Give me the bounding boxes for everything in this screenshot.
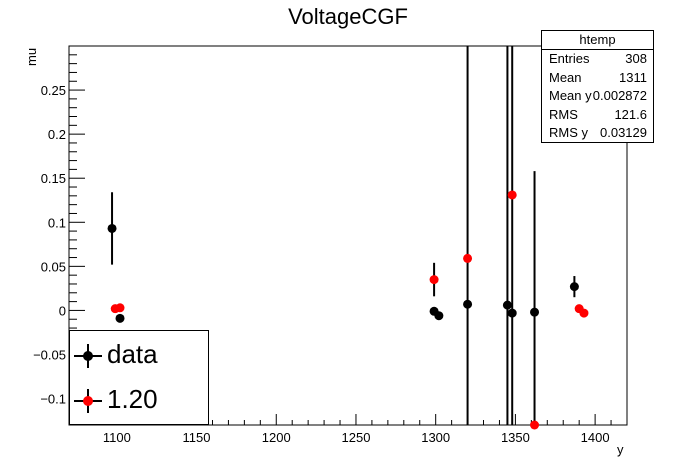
stats-value: 0.002872 bbox=[592, 88, 647, 104]
x-tick-label: 1100 bbox=[103, 430, 131, 445]
stats-value: 121.6 bbox=[614, 106, 647, 122]
data-point bbox=[463, 299, 473, 309]
stats-label: Mean bbox=[549, 69, 582, 85]
data-point bbox=[115, 313, 125, 323]
stats-label: RMS bbox=[549, 106, 578, 122]
y-tick-label: 0.05 bbox=[41, 259, 66, 274]
y-tick-label: 0 bbox=[59, 303, 66, 318]
fit-point bbox=[507, 190, 517, 200]
y-tick-label: −0.1 bbox=[40, 392, 66, 407]
legend: data 1.20 bbox=[69, 330, 209, 425]
data-point bbox=[507, 308, 517, 318]
legend-entry-1-20: 1.20 bbox=[70, 381, 210, 421]
stats-value: 308 bbox=[625, 51, 647, 66]
plot-frame bbox=[68, 45, 628, 426]
stats-value: 1311 bbox=[619, 69, 647, 85]
stats-label: Entries bbox=[549, 51, 590, 66]
x-tick-label: 1250 bbox=[342, 430, 371, 445]
y-tick-label: 0.2 bbox=[48, 127, 66, 142]
x-tick-label: 1300 bbox=[421, 430, 450, 445]
y-tick-label: −0.05 bbox=[33, 347, 66, 362]
stats-label: RMS y bbox=[549, 125, 588, 141]
legend-marker-1-20 bbox=[74, 389, 102, 413]
data-point bbox=[107, 223, 117, 233]
fit-point bbox=[463, 253, 473, 263]
legend-entry-data: data bbox=[70, 336, 210, 376]
stats-box-title: htemp bbox=[542, 31, 653, 50]
legend-label-1-20: 1.20 bbox=[107, 384, 158, 414]
legend-label-data: data bbox=[107, 339, 158, 369]
x-tick-label: 1400 bbox=[581, 430, 610, 445]
stats-box: htemp Entries 308 Mean 1311 Mean y 0.002872… bbox=[541, 30, 654, 143]
stats-row: RMS 121.6 bbox=[542, 106, 653, 125]
fit-point bbox=[429, 275, 439, 285]
fit-point bbox=[115, 303, 125, 313]
data-point bbox=[434, 311, 444, 321]
data-point bbox=[530, 307, 540, 317]
stats-row: Mean 1311 bbox=[542, 69, 653, 88]
fit-point bbox=[579, 308, 589, 318]
x-tick-label: 1150 bbox=[183, 430, 211, 445]
y-tick-label: 0.15 bbox=[41, 171, 66, 186]
stats-value: 0.03129 bbox=[600, 125, 647, 141]
stats-row: Entries 308 bbox=[542, 50, 653, 69]
data-point bbox=[569, 282, 579, 292]
x-axis-label: y bbox=[617, 442, 624, 457]
stats-row: RMS y 0.03129 bbox=[542, 124, 653, 143]
stats-label: Mean y bbox=[549, 88, 592, 104]
x-tick-label: 1200 bbox=[262, 430, 291, 445]
stats-row: Mean y 0.002872 bbox=[542, 87, 653, 106]
chart-title: VoltageCGF bbox=[288, 4, 408, 29]
data-points bbox=[107, 190, 589, 430]
legend-marker-data bbox=[74, 344, 102, 368]
x-tick-label: 1350 bbox=[501, 430, 530, 445]
y-axis-label: mu bbox=[24, 47, 39, 66]
y-tick-label: 0.25 bbox=[41, 83, 66, 98]
data-point bbox=[502, 300, 512, 310]
y-tick-label: 0.1 bbox=[48, 215, 66, 230]
fit-point bbox=[530, 420, 540, 430]
